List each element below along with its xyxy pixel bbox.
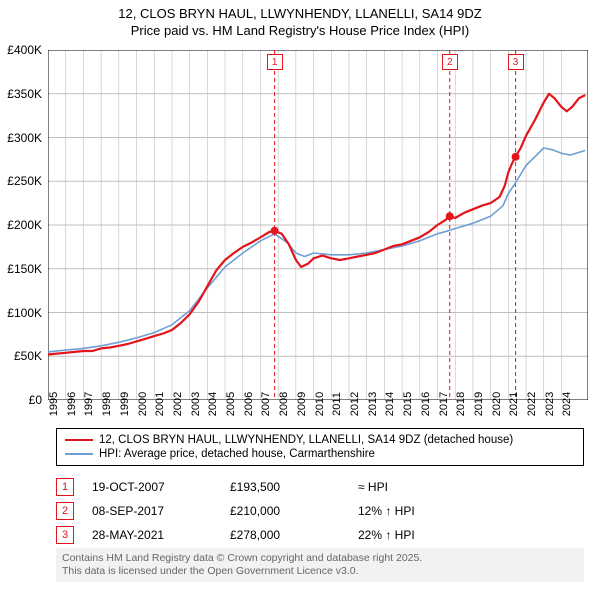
sale-delta: 22% ↑ HPI [358, 528, 584, 542]
legend: 12, CLOS BRYN HAUL, LLWYNHENDY, LLANELLI… [56, 428, 584, 466]
x-tick-label: 2006 [243, 392, 255, 416]
legend-row: 12, CLOS BRYN HAUL, LLWYNHENDY, LLANELLI… [65, 433, 575, 447]
x-tick-label: 2022 [526, 392, 538, 416]
x-tick-label: 2000 [137, 392, 149, 416]
sale-row: 3 28-MAY-2021 £278,000 22% ↑ HPI [56, 523, 584, 547]
sale-delta: 12% ↑ HPI [358, 504, 584, 518]
x-tick-label: 2010 [314, 392, 326, 416]
sale-row: 1 19-OCT-2007 £193,500 ≈ HPI [56, 475, 584, 499]
sale-delta: ≈ HPI [358, 480, 584, 494]
x-tick-label: 1999 [119, 392, 131, 416]
sale-row-badge: 2 [56, 502, 74, 520]
y-tick-label: £150K [7, 262, 42, 276]
title-line-1: 12, CLOS BRYN HAUL, LLWYNHENDY, LLANELLI… [0, 6, 600, 23]
y-tick-label: £300K [7, 131, 42, 145]
x-tick-label: 2020 [491, 392, 503, 416]
sale-marker-badge: 3 [508, 54, 524, 70]
x-tick-label: 2005 [225, 392, 237, 416]
x-tick-label: 2013 [367, 392, 379, 416]
chart-area: £0£50K£100K£150K£200K£250K£300K£350K£400… [48, 50, 588, 400]
x-tick-label: 2021 [508, 392, 520, 416]
sale-date: 28-MAY-2021 [92, 528, 212, 542]
x-tick-label: 2017 [438, 392, 450, 416]
legend-swatch [65, 453, 93, 455]
x-tick-label: 2018 [455, 392, 467, 416]
x-tick-label: 2001 [154, 392, 166, 416]
y-tick-label: £200K [7, 218, 42, 232]
x-tick-label: 2007 [260, 392, 272, 416]
x-tick-label: 2003 [190, 392, 202, 416]
sale-row: 2 08-SEP-2017 £210,000 12% ↑ HPI [56, 499, 584, 523]
x-tick-label: 2008 [278, 392, 290, 416]
x-tick-label: 2009 [296, 392, 308, 416]
chart-svg [48, 50, 588, 400]
chart-titles: 12, CLOS BRYN HAUL, LLWYNHENDY, LLANELLI… [0, 0, 600, 40]
sale-price: £210,000 [230, 504, 340, 518]
sale-row-badge: 1 [56, 478, 74, 496]
legend-label: HPI: Average price, detached house, Carm… [99, 448, 375, 460]
sale-marker-badge: 2 [442, 54, 458, 70]
y-tick-label: £50K [14, 349, 42, 363]
legend-row: HPI: Average price, detached house, Carm… [65, 447, 575, 461]
y-tick-label: £100K [7, 306, 42, 320]
x-tick-label: 2015 [402, 392, 414, 416]
title-line-2: Price paid vs. HM Land Registry's House … [0, 23, 600, 40]
sales-table: 1 19-OCT-2007 £193,500 ≈ HPI 2 08-SEP-2017 £21… [56, 475, 584, 547]
attribution-line-1: Contains HM Land Registry data © Crown c… [62, 552, 578, 565]
y-tick-label: £250K [7, 174, 42, 188]
y-tick-label: £400K [7, 43, 42, 57]
x-tick-label: 2023 [544, 392, 556, 416]
x-tick-label: 2011 [331, 392, 343, 416]
sale-date: 08-SEP-2017 [92, 504, 212, 518]
x-tick-label: 2016 [420, 392, 432, 416]
sale-date: 19-OCT-2007 [92, 480, 212, 494]
attribution-line-2: This data is licensed under the Open Gov… [62, 565, 578, 578]
x-tick-label: 2002 [172, 392, 184, 416]
x-tick-label: 1997 [83, 392, 95, 416]
legend-swatch [65, 439, 93, 441]
legend-label: 12, CLOS BRYN HAUL, LLWYNHENDY, LLANELLI… [99, 434, 513, 446]
x-tick-label: 2019 [473, 392, 485, 416]
x-tick-label: 1998 [101, 392, 113, 416]
x-tick-label: 1996 [66, 392, 78, 416]
y-tick-label: £350K [7, 87, 42, 101]
x-tick-label: 2024 [561, 392, 573, 416]
sale-marker-badge: 1 [267, 54, 283, 70]
sale-price: £278,000 [230, 528, 340, 542]
sale-row-badge: 3 [56, 526, 74, 544]
x-tick-label: 2014 [384, 392, 396, 416]
x-tick-label: 1995 [48, 392, 60, 416]
y-tick-label: £0 [29, 393, 42, 407]
x-tick-label: 2012 [349, 392, 361, 416]
x-tick-label: 2004 [207, 392, 219, 416]
attribution: Contains HM Land Registry data © Crown c… [56, 548, 584, 582]
sale-price: £193,500 [230, 480, 340, 494]
